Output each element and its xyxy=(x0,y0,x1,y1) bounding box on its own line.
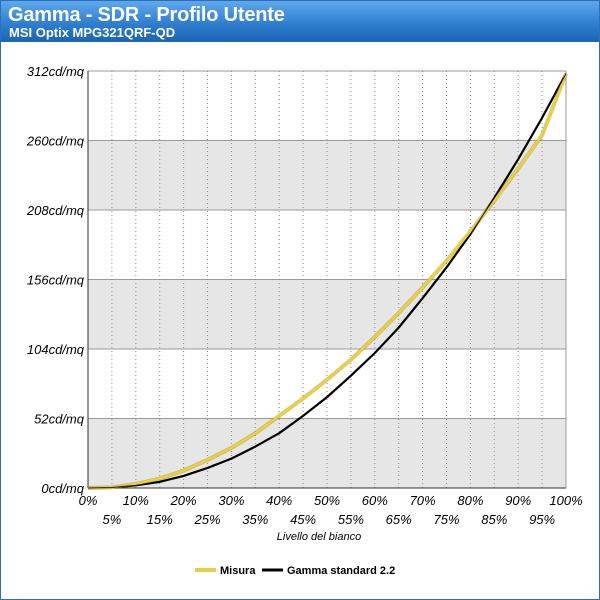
y-tick-label: 0cd/mq xyxy=(41,481,84,496)
x-axis-label: Livello del bianco xyxy=(277,531,361,543)
legend-label-gamma: Gamma standard 2.2 xyxy=(287,565,395,577)
x-tick-label: 25% xyxy=(193,512,220,527)
x-tick-label: 20% xyxy=(170,493,197,508)
x-tick-label: 60% xyxy=(362,493,388,508)
y-tick-label: 260cd/mq xyxy=(26,134,85,149)
x-tick-label: 55% xyxy=(338,512,364,527)
series-line-gamma-overlay xyxy=(87,73,567,489)
x-tick-label: 80% xyxy=(457,493,483,508)
y-tick-label: 208cd/mq xyxy=(26,203,85,218)
x-tick-label: 70% xyxy=(410,493,436,508)
x-tick-label: 75% xyxy=(433,512,459,527)
x-tick-label: 35% xyxy=(242,512,268,527)
x-tick-label: 0% xyxy=(79,493,98,508)
x-tick-label: 5% xyxy=(103,512,122,527)
x-tick-label: 45% xyxy=(290,512,316,527)
x-tick-label: 100% xyxy=(549,493,582,508)
chart-header: Gamma - SDR - Profilo Utente MSI Optix M… xyxy=(1,1,599,42)
grid-band xyxy=(88,279,566,349)
chart-subtitle: MSI Optix MPG321QRF-QD xyxy=(9,25,176,40)
x-tick-label: 85% xyxy=(481,512,507,527)
legend-label-misura: Misura xyxy=(220,565,256,577)
x-tick-label: 90% xyxy=(505,493,531,508)
x-tick-label: 15% xyxy=(147,512,173,527)
y-tick-label: 312cd/mq xyxy=(27,64,85,79)
x-tick-label: 10% xyxy=(123,493,149,508)
x-tick-label: 50% xyxy=(314,493,340,508)
x-tick-label: 95% xyxy=(529,512,555,527)
x-tick-label: 30% xyxy=(218,493,244,508)
y-tick-label: 156cd/mq xyxy=(27,273,85,288)
chart-title: Gamma - SDR - Profilo Utente xyxy=(8,4,285,26)
x-tick-label: 40% xyxy=(266,493,292,508)
x-tick-label: 65% xyxy=(386,512,412,527)
y-tick-label: 52cd/mq xyxy=(34,412,85,427)
y-tick-label: 104cd/mq xyxy=(27,342,85,357)
